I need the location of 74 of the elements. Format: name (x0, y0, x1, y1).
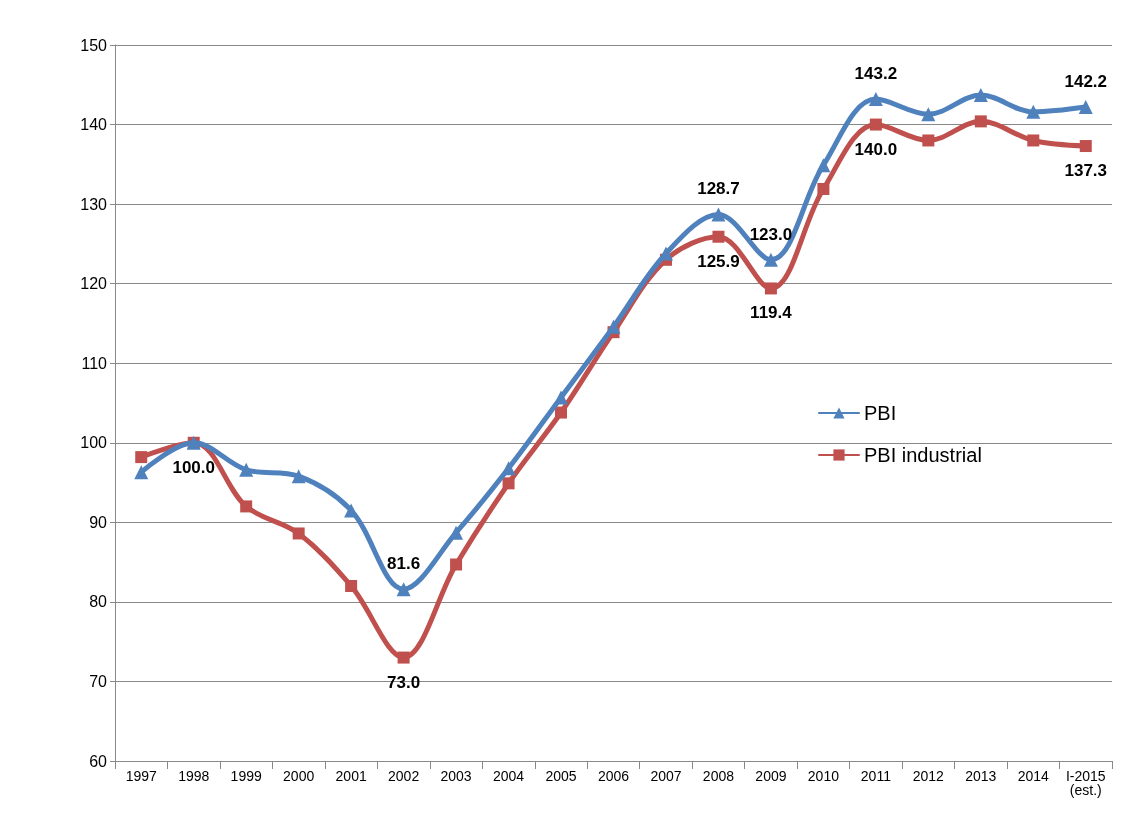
point (606, 319, 621, 334)
point (763, 252, 778, 267)
point (1078, 100, 1093, 115)
y-tick-label: 120 (80, 275, 108, 293)
point (1079, 140, 1092, 153)
x-tick-label: 2010 (807, 768, 840, 784)
x-tick-label: 2005 (545, 768, 577, 784)
x-tick-label: 2006 (597, 768, 630, 784)
data-label: 125.9 (697, 251, 740, 271)
x-tick-label: I-2015 (est.) (1065, 768, 1106, 798)
point (450, 558, 463, 571)
legend-label: PBI (864, 402, 897, 424)
point (712, 230, 725, 243)
point (135, 451, 148, 464)
point (868, 92, 883, 107)
point (1027, 134, 1040, 147)
point (501, 461, 516, 476)
x-tick-label: 1997 (125, 768, 158, 784)
point (764, 282, 777, 295)
x-tick-label: 2009 (755, 768, 787, 784)
x-tick-label: 2013 (965, 768, 997, 784)
data-label: 128.7 (697, 179, 740, 199)
y-tick-label: 140 (80, 116, 108, 134)
x-tick-label: 2002 (388, 768, 420, 784)
data-label: 81.6 (387, 554, 421, 574)
y-tick-label: 90 (89, 513, 108, 531)
data-label: 73.0 (387, 672, 421, 692)
x-tick-label: 2008 (702, 768, 735, 784)
point (449, 525, 464, 540)
point (974, 115, 987, 128)
y-tick-label: 70 (89, 672, 108, 690)
y-tick-label: 110 (81, 354, 108, 372)
y-tick-label: 130 (80, 195, 108, 213)
point (397, 651, 410, 664)
point (921, 107, 936, 122)
x-tick-label: 2014 (1017, 768, 1050, 784)
point (816, 158, 831, 173)
x-tick-label: 2012 (912, 768, 945, 784)
point (922, 134, 935, 147)
point (554, 390, 569, 405)
data-label: 140.0 (854, 139, 898, 159)
x-tick-label: 1998 (178, 768, 210, 784)
x-tick-label: 1999 (230, 768, 262, 784)
point (973, 88, 988, 103)
x-tick-label: 2007 (650, 768, 682, 784)
point (502, 477, 515, 490)
point (1026, 104, 1041, 119)
point (291, 469, 306, 484)
y-tick-label: 150 (80, 36, 108, 54)
point (396, 582, 411, 597)
point (134, 465, 149, 480)
data-label: 143.2 (854, 64, 898, 84)
x-tick-label: 2003 (440, 768, 472, 784)
legend-label: PBI industrial (864, 444, 982, 466)
y-tick-label: 60 (89, 752, 108, 770)
point (240, 500, 253, 513)
y-tick-label: 100 (80, 434, 108, 452)
x-tick-label: 2004 (492, 768, 525, 784)
point (239, 462, 254, 477)
point (817, 183, 830, 195)
data-label: 137.3 (1064, 161, 1108, 181)
y-tick-label: 80 (89, 593, 108, 611)
data-label: 119.4 (750, 303, 793, 323)
x-tick-label: 2001 (335, 768, 367, 784)
point (555, 406, 568, 419)
data-label: 100.0 (172, 457, 215, 477)
data-label: 123.0 (749, 224, 793, 244)
x-tick-label: 2000 (283, 768, 315, 784)
x-tick-label: 2011 (860, 768, 892, 784)
point (345, 579, 358, 592)
data-label: 142.2 (1064, 72, 1108, 92)
point (292, 527, 305, 540)
point (711, 207, 726, 222)
point (869, 118, 882, 131)
